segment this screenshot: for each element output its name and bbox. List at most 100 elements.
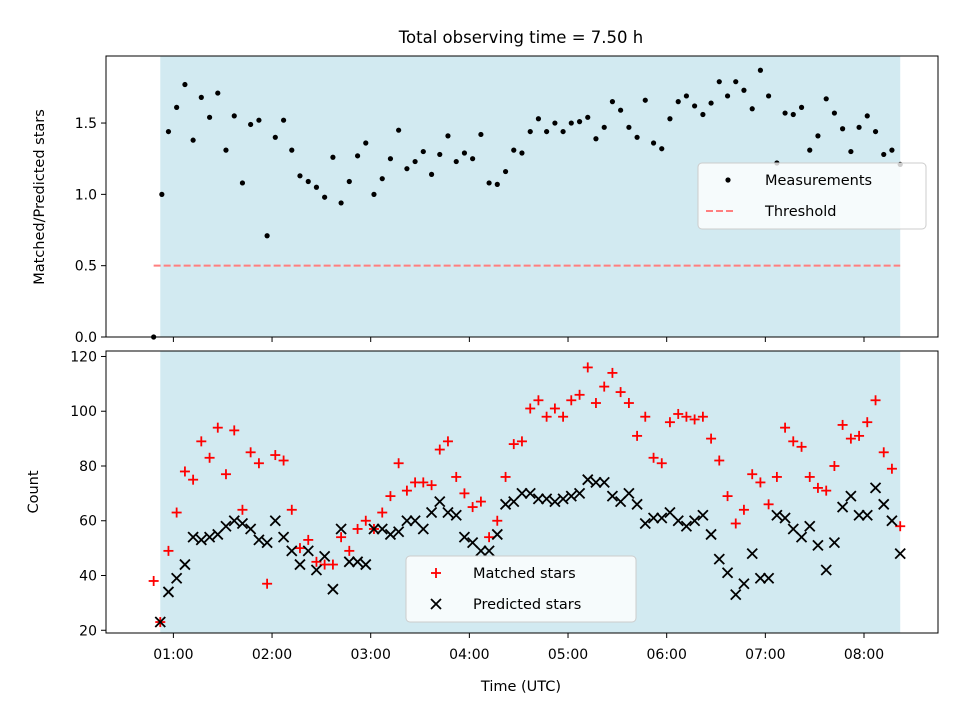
data-point bbox=[470, 156, 476, 162]
data-point bbox=[154, 616, 166, 628]
x-b bbox=[795, 531, 808, 543]
x-b bbox=[894, 547, 906, 560]
data-point bbox=[478, 131, 484, 138]
data-point bbox=[623, 487, 635, 500]
data-point bbox=[458, 531, 471, 543]
x-b bbox=[425, 506, 438, 519]
data-point bbox=[573, 487, 586, 500]
x-b bbox=[203, 531, 216, 543]
x-tick-label: 03:00 bbox=[351, 647, 391, 663]
data-point bbox=[289, 147, 295, 153]
legend-label: Matched stars bbox=[473, 566, 576, 582]
data-point bbox=[680, 520, 693, 532]
data-point bbox=[878, 498, 890, 510]
data-point bbox=[280, 117, 287, 123]
y-tick-label: 1.5 bbox=[75, 116, 97, 132]
x-b bbox=[869, 482, 882, 494]
ratio-x-ticks bbox=[172, 337, 865, 342]
x-tick-label: 04:00 bbox=[449, 647, 489, 663]
data-point bbox=[790, 111, 796, 118]
data-point bbox=[672, 515, 684, 527]
data-point bbox=[853, 509, 865, 521]
data-point bbox=[426, 480, 437, 491]
data-point bbox=[286, 504, 297, 515]
x-b bbox=[376, 523, 388, 535]
data-point bbox=[823, 96, 829, 102]
legend-label: Predicted stars bbox=[473, 597, 581, 613]
data-point bbox=[532, 493, 545, 505]
data-point bbox=[590, 476, 602, 489]
data-point bbox=[215, 90, 221, 96]
legend-entry: Measurements bbox=[725, 173, 872, 189]
data-point bbox=[508, 439, 519, 450]
data-point bbox=[632, 430, 643, 441]
series-measurements bbox=[151, 67, 903, 340]
count-panel-frame bbox=[105, 350, 939, 634]
data-point bbox=[771, 471, 782, 482]
data-point bbox=[434, 444, 445, 455]
data-point bbox=[393, 458, 404, 469]
legend-marker-b bbox=[430, 598, 442, 610]
data-point bbox=[599, 381, 610, 392]
data-point bbox=[286, 545, 298, 557]
data-point bbox=[771, 509, 783, 521]
data-point bbox=[688, 515, 701, 527]
data-point bbox=[223, 147, 229, 153]
x-b bbox=[318, 550, 331, 562]
data-point bbox=[755, 477, 766, 488]
data-point bbox=[229, 425, 240, 436]
data-point bbox=[442, 436, 453, 447]
data-point bbox=[467, 502, 478, 513]
data-point bbox=[747, 469, 758, 480]
data-point bbox=[606, 490, 619, 502]
x-b bbox=[466, 537, 479, 549]
x-b bbox=[179, 558, 191, 571]
data-point bbox=[377, 507, 388, 518]
x-b bbox=[392, 526, 405, 538]
x-b bbox=[812, 539, 824, 552]
data-point bbox=[673, 408, 684, 419]
data-point bbox=[869, 482, 882, 494]
data-point bbox=[582, 474, 594, 486]
data-point bbox=[385, 491, 396, 502]
data-point bbox=[585, 114, 591, 120]
data-point bbox=[264, 233, 270, 239]
data-point bbox=[461, 150, 468, 156]
x-b bbox=[861, 509, 873, 521]
data-point bbox=[886, 463, 897, 474]
data-point bbox=[338, 200, 344, 206]
data-point bbox=[894, 547, 906, 560]
x-b bbox=[557, 493, 569, 505]
data-point bbox=[557, 493, 569, 505]
data-point bbox=[631, 498, 643, 510]
data-point bbox=[379, 176, 385, 182]
data-point bbox=[757, 67, 764, 73]
data-point bbox=[434, 495, 446, 508]
x-b bbox=[672, 515, 684, 527]
y-tick-label: 100 bbox=[70, 404, 97, 420]
data-point bbox=[277, 531, 290, 543]
data-point bbox=[171, 572, 183, 584]
data-point bbox=[294, 558, 306, 571]
x-b bbox=[828, 537, 841, 549]
ratio-y-axis: 0.0 0.5 1.0 1.5 bbox=[75, 116, 106, 346]
data-point bbox=[327, 559, 338, 570]
data-point bbox=[574, 389, 585, 400]
x-b bbox=[754, 572, 767, 584]
data-point bbox=[878, 447, 889, 458]
x-b bbox=[532, 493, 545, 505]
x-b bbox=[401, 515, 413, 527]
x-b bbox=[713, 553, 725, 565]
data-point bbox=[650, 140, 657, 146]
x-b bbox=[647, 512, 660, 524]
x-b bbox=[853, 509, 865, 521]
data-point bbox=[412, 158, 418, 165]
x-tick-label: 06:00 bbox=[647, 647, 687, 663]
data-point bbox=[516, 487, 528, 500]
x-b bbox=[244, 523, 257, 535]
data-point bbox=[839, 126, 846, 132]
data-point bbox=[346, 178, 352, 185]
data-point bbox=[708, 100, 714, 106]
data-point bbox=[782, 110, 788, 116]
count-panel: 01:00 02:00 03:00 04:00 05:00 06:00 07:00 08:00… bbox=[26, 349, 939, 695]
